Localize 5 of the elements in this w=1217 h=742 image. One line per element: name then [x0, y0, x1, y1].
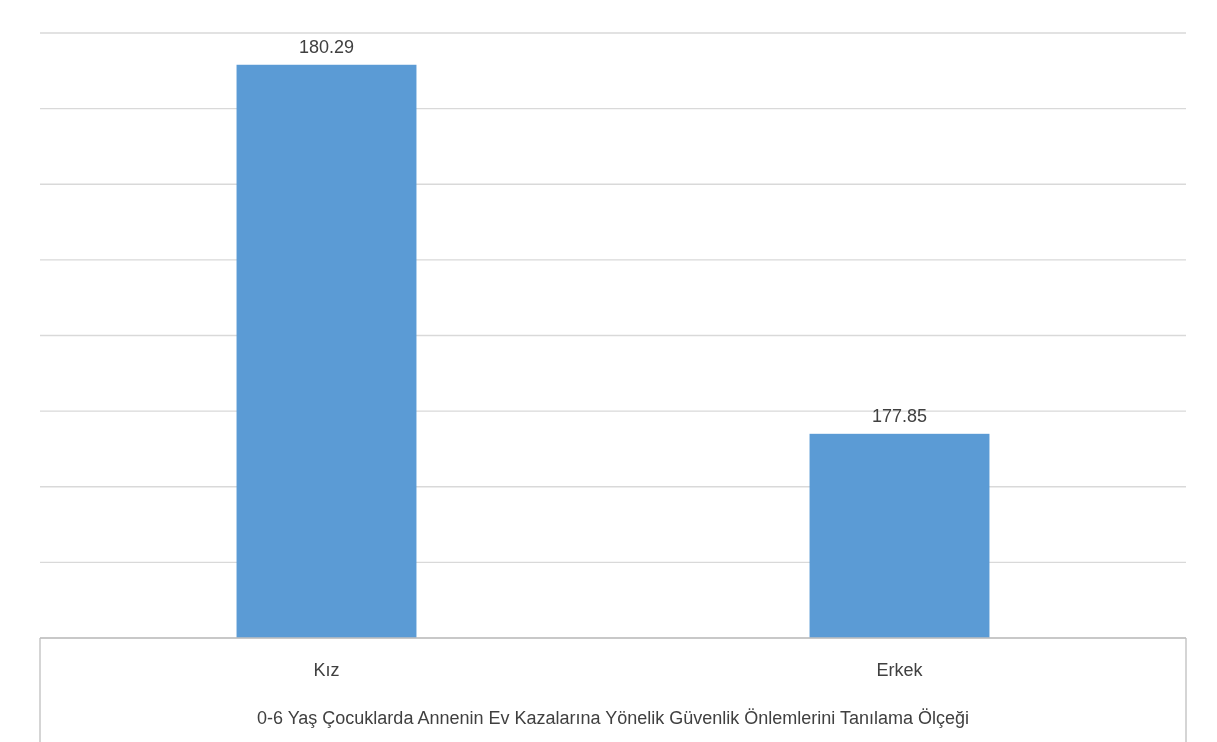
data-label: 180.29: [298, 36, 355, 57]
x-tick-label: Erkek: [876, 660, 924, 680]
x-axis-title: 0-6 Yaş Çocuklarda Annenin Ev Kazalarına Yönelik Güvenlik Önlemlerini Tanılama Ölçeği: [256, 708, 970, 728]
data-label: 177.85: [871, 405, 928, 426]
x-tick-label: Kız: [313, 660, 340, 680]
